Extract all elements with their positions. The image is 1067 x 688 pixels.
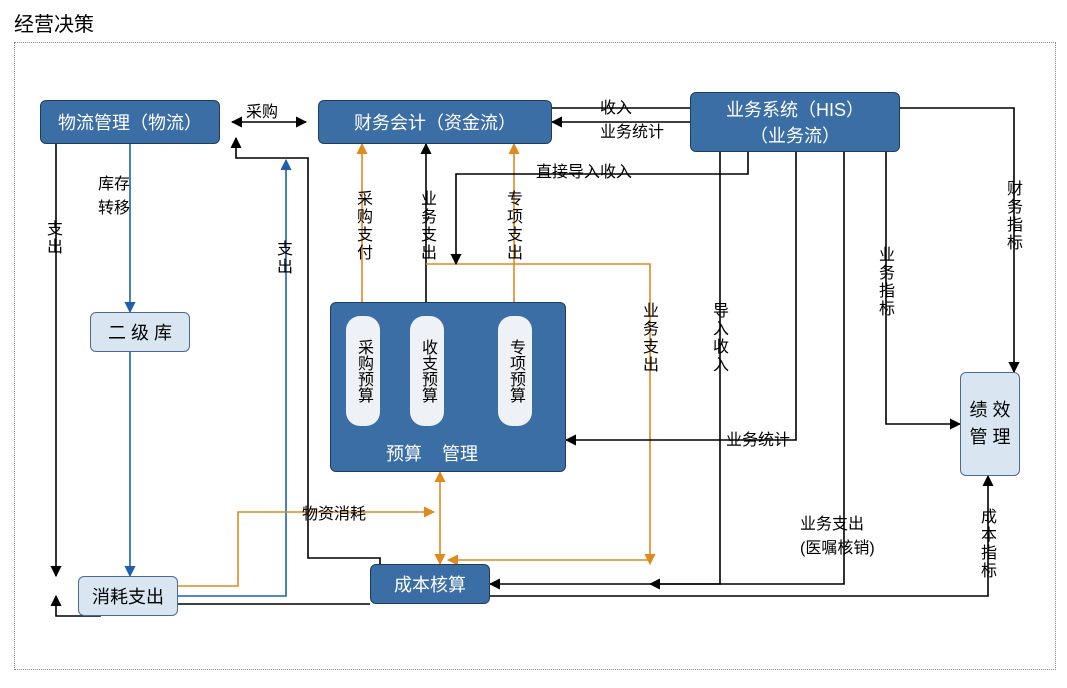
node-consume-label: 消耗支出 [92, 583, 164, 609]
node-his-label: 业务系统（HIS） （业务流） [726, 96, 864, 148]
e-log-sec-label: 库存 转移 [98, 170, 130, 218]
e-his-direct-label: 直接导入收入 [536, 158, 632, 182]
diagram-title: 经营决策 [14, 8, 94, 37]
node-cost: 成本核算 [370, 564, 490, 604]
node-cost-label: 成本核算 [394, 571, 466, 597]
node-finance-label: 财务会计（资金流） [354, 109, 516, 135]
node-secondary-label: 二 级 库 [108, 319, 172, 345]
e-his-budget-label: 业务统计 [726, 426, 790, 450]
node-finance: 财务会计（资金流） [318, 100, 552, 144]
e-fin-budget3-label: 专项支出 [500, 190, 524, 262]
e-his-perf-label: 业务指标 [872, 246, 896, 318]
node-performance-label: 绩 效 管 理 [969, 397, 1010, 451]
chip-special-budget: 专项预算 [498, 316, 532, 426]
e-consume-fin-label: 支出 [270, 240, 294, 276]
e-his-fin-label: 收入 业务统计 [600, 94, 664, 142]
node-logistics-label: 物流管理（物流） [58, 109, 202, 135]
chip-balance-budget: 收支预算 [410, 316, 444, 426]
chip-procure-budget: 采购预算 [346, 316, 380, 426]
e-log-consume-label: 支出 [40, 220, 64, 256]
node-performance: 绩 效 管 理 [960, 372, 1020, 476]
e-his-cost-out-label: 业务支出 (医嘱核销) [800, 510, 875, 558]
node-consume: 消耗支出 [78, 576, 178, 616]
e-fin-branch-label: 业务支出 [636, 302, 660, 374]
node-his: 业务系统（HIS） （业务流） [690, 92, 900, 152]
e-his-cost-in-label: 导入收入 [706, 302, 730, 374]
e-log-fin-label: 采购 [246, 98, 278, 122]
diagram-stage: 经营决策 物流管理（物流） 财务会计（资金流） 业务系统（HIS） （业务流） 二 级… [0, 0, 1067, 688]
e-fin-perf-label: 财务指标 [1000, 180, 1024, 252]
e-cost-perf-label: 成本指标 [974, 508, 998, 580]
node-secondary: 二 级 库 [90, 312, 190, 352]
node-logistics: 物流管理（物流） [40, 100, 220, 144]
e-fin-budget1-label: 采购支付 [350, 190, 374, 262]
e-fin-budget2-label: 业务支出 [414, 190, 438, 262]
e-consume-budget-label: 物资消耗 [302, 500, 366, 524]
budget-label: 预算 管理 [386, 440, 478, 466]
